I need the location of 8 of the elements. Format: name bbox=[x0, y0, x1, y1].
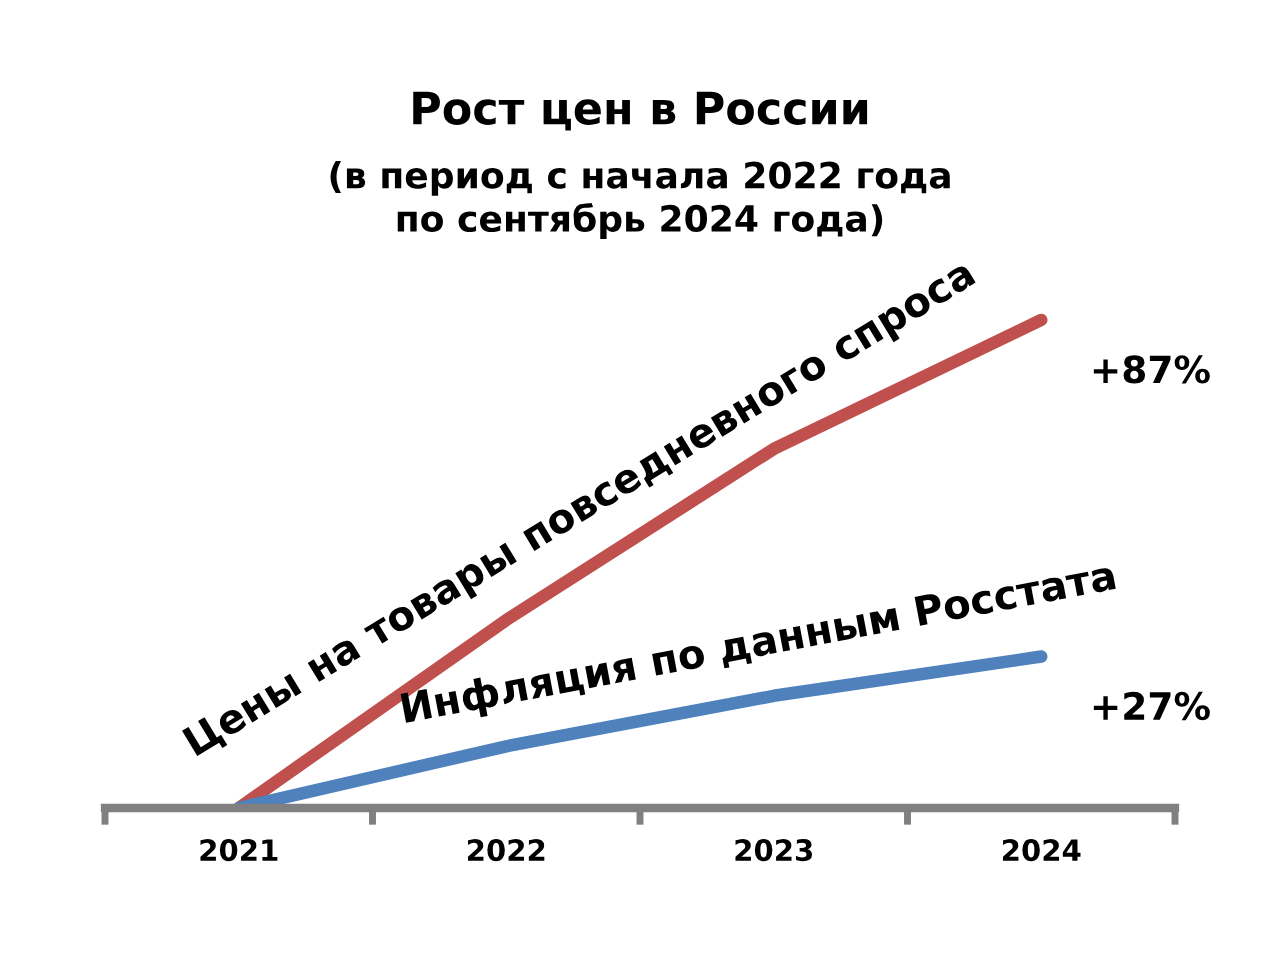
x-tick-label: 2023 bbox=[735, 839, 813, 862]
data-label: +87% bbox=[1093, 355, 1210, 384]
data-label: +27% bbox=[1093, 691, 1210, 721]
x-tick-label: 2021 bbox=[200, 839, 278, 862]
x-tick-label: 2024 bbox=[1002, 839, 1081, 862]
chart-subtitle: (в период с начала 2022 года по сентябрь 2024 года) bbox=[330, 160, 950, 240]
chart-title: Рост цен в России bbox=[413, 91, 868, 131]
x-tick-label: 2022 bbox=[467, 839, 545, 862]
